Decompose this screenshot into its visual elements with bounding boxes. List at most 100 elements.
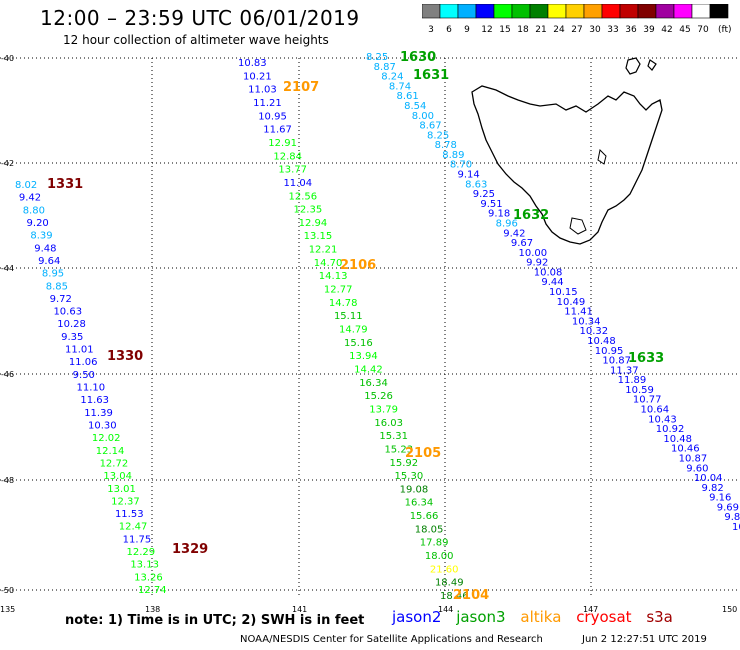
swh-value: 10.34 (572, 316, 601, 327)
swh-value: 8.24 (381, 72, 403, 83)
pass-time: 1329 (172, 542, 208, 557)
swh-value: 13.13 (130, 560, 159, 571)
legend-label: 42 (661, 25, 672, 35)
lat-lon-grid (0, 57, 740, 598)
swh-value: 9.14 (458, 170, 480, 181)
swh-value: 11.10 (77, 383, 106, 394)
swh-value: 12.14 (96, 446, 125, 457)
swh-value: 15.66 (410, 511, 439, 522)
swh-value: 18.05 (415, 524, 444, 535)
swh-value: 11.04 (283, 178, 312, 189)
swh-value: 10.92 (656, 424, 685, 435)
swh-value: 11.63 (80, 395, 109, 406)
lon-label: 150 (722, 605, 737, 614)
swh-value: 12.21 (309, 245, 338, 256)
pass-time: 2106 (340, 258, 376, 273)
swh-value: 8.96 (496, 218, 518, 229)
swh-value: 8.61 (397, 91, 419, 102)
swh-value: 10.95 (595, 346, 624, 357)
swh-value: 11.75 (123, 534, 152, 545)
swh-value: 12.72 (100, 458, 129, 469)
credit-line: NOAA/NESDIS Center for Satellite Applica… (240, 634, 543, 645)
swh-value: 13.79 (369, 404, 398, 415)
swh-value: 11.03 (248, 85, 277, 96)
swh-value: 10.63 (53, 307, 82, 318)
lat-label: -50 (1, 586, 14, 595)
swh-value: 12.94 (299, 218, 328, 229)
color-legend: 3 6 9 12 15 18 21 24 27 30 33 36 39 42 45 70 (ft) (422, 4, 732, 35)
swh-value: 10.59 (625, 385, 654, 396)
swh-value: 9.42 (19, 193, 41, 204)
legend-label: 36 (625, 25, 637, 35)
swh-value: 9.72 (50, 294, 72, 305)
legend-label: 24 (553, 25, 565, 35)
swh-value: 12.91 (268, 138, 297, 149)
legend-label: 6 (446, 25, 452, 35)
legend-label: 39 (643, 25, 655, 35)
swh-value: 8.02 (15, 180, 37, 191)
swh-value: 9.82 (702, 483, 724, 494)
swh-value: 9.20 (27, 218, 49, 229)
swh-value: 9.42 (503, 228, 525, 239)
sat-cryosat: cryosat (576, 608, 632, 626)
swh-value: 9.51 (480, 199, 502, 210)
lon-label: 138 (145, 605, 160, 614)
pass-time: 1633 (628, 351, 664, 366)
pass-time: 2107 (283, 80, 319, 95)
pass-time: 1630 (400, 50, 436, 65)
legend-label: 27 (571, 25, 582, 35)
swh-value: 9.18 (488, 209, 510, 220)
swh-value: 8.85 (46, 281, 68, 292)
swh-value: 14.70 (314, 258, 343, 269)
swh-value: 10.48 (587, 336, 616, 347)
legend-unit: (ft) (718, 25, 732, 35)
legend-label: 30 (589, 25, 601, 35)
swh-value: 9.60 (686, 463, 708, 474)
swh-value: 9.8 (724, 512, 740, 523)
map-title: 12:00 – 23:59 UTC 06/01/2019 (40, 6, 360, 30)
swh-value: 10.28 (57, 319, 86, 330)
swh-value: 16.03 (374, 418, 403, 429)
swh-value: 12.47 (119, 522, 148, 533)
swh-value: 13.01 (107, 484, 136, 495)
swh-value: 13.26 (134, 572, 163, 583)
swh-value: 10 (732, 522, 740, 533)
lat-label: -48 (1, 476, 14, 485)
swh-value: 10.64 (641, 405, 670, 416)
swh-value: 9.44 (541, 277, 563, 288)
swh-value: 15.30 (395, 471, 424, 482)
lat-label: -44 (1, 264, 14, 273)
sat-jason3: jason3 (456, 608, 506, 626)
swh-value: 8.80 (23, 205, 45, 216)
swh-value: 11.67 (263, 125, 292, 136)
legend-label: 12 (481, 25, 492, 35)
swh-value: 18.00 (425, 551, 454, 562)
swh-value: 9.92 (526, 258, 548, 269)
swh-value: 8.39 (30, 231, 52, 242)
swh-value: 8.87 (374, 62, 396, 73)
swh-value: 11.53 (115, 509, 144, 520)
swh-value: 15.11 (334, 311, 363, 322)
swh-value: 15.16 (344, 338, 373, 349)
pass-time: 2104 (453, 588, 489, 603)
swh-value: 12.84 (273, 151, 302, 162)
altimeter-tracks: 8.029.428.809.208.399.489.648.958.859.72… (15, 50, 740, 603)
swh-value: 9.64 (38, 256, 60, 267)
swh-value: 12.74 (138, 585, 167, 596)
swh-value: 11.06 (69, 357, 98, 368)
swh-value: 15.23 (384, 444, 413, 455)
swh-value: 14.42 (354, 364, 383, 375)
pass-time: 1631 (413, 68, 449, 83)
legend-label: 33 (607, 25, 618, 35)
lon-label: 135 (0, 605, 15, 614)
sat-s3a: s3a (646, 608, 673, 626)
swh-value: 10.48 (663, 434, 692, 445)
swh-value: 14.78 (329, 298, 358, 309)
swh-value: 10.87 (679, 453, 708, 464)
swh-value: 8.00 (412, 111, 434, 122)
swh-value: 12.29 (126, 547, 155, 558)
swh-value: 21.60 (430, 564, 459, 575)
swh-value: 18.46 (440, 591, 469, 602)
swh-value: 12.02 (92, 433, 121, 444)
